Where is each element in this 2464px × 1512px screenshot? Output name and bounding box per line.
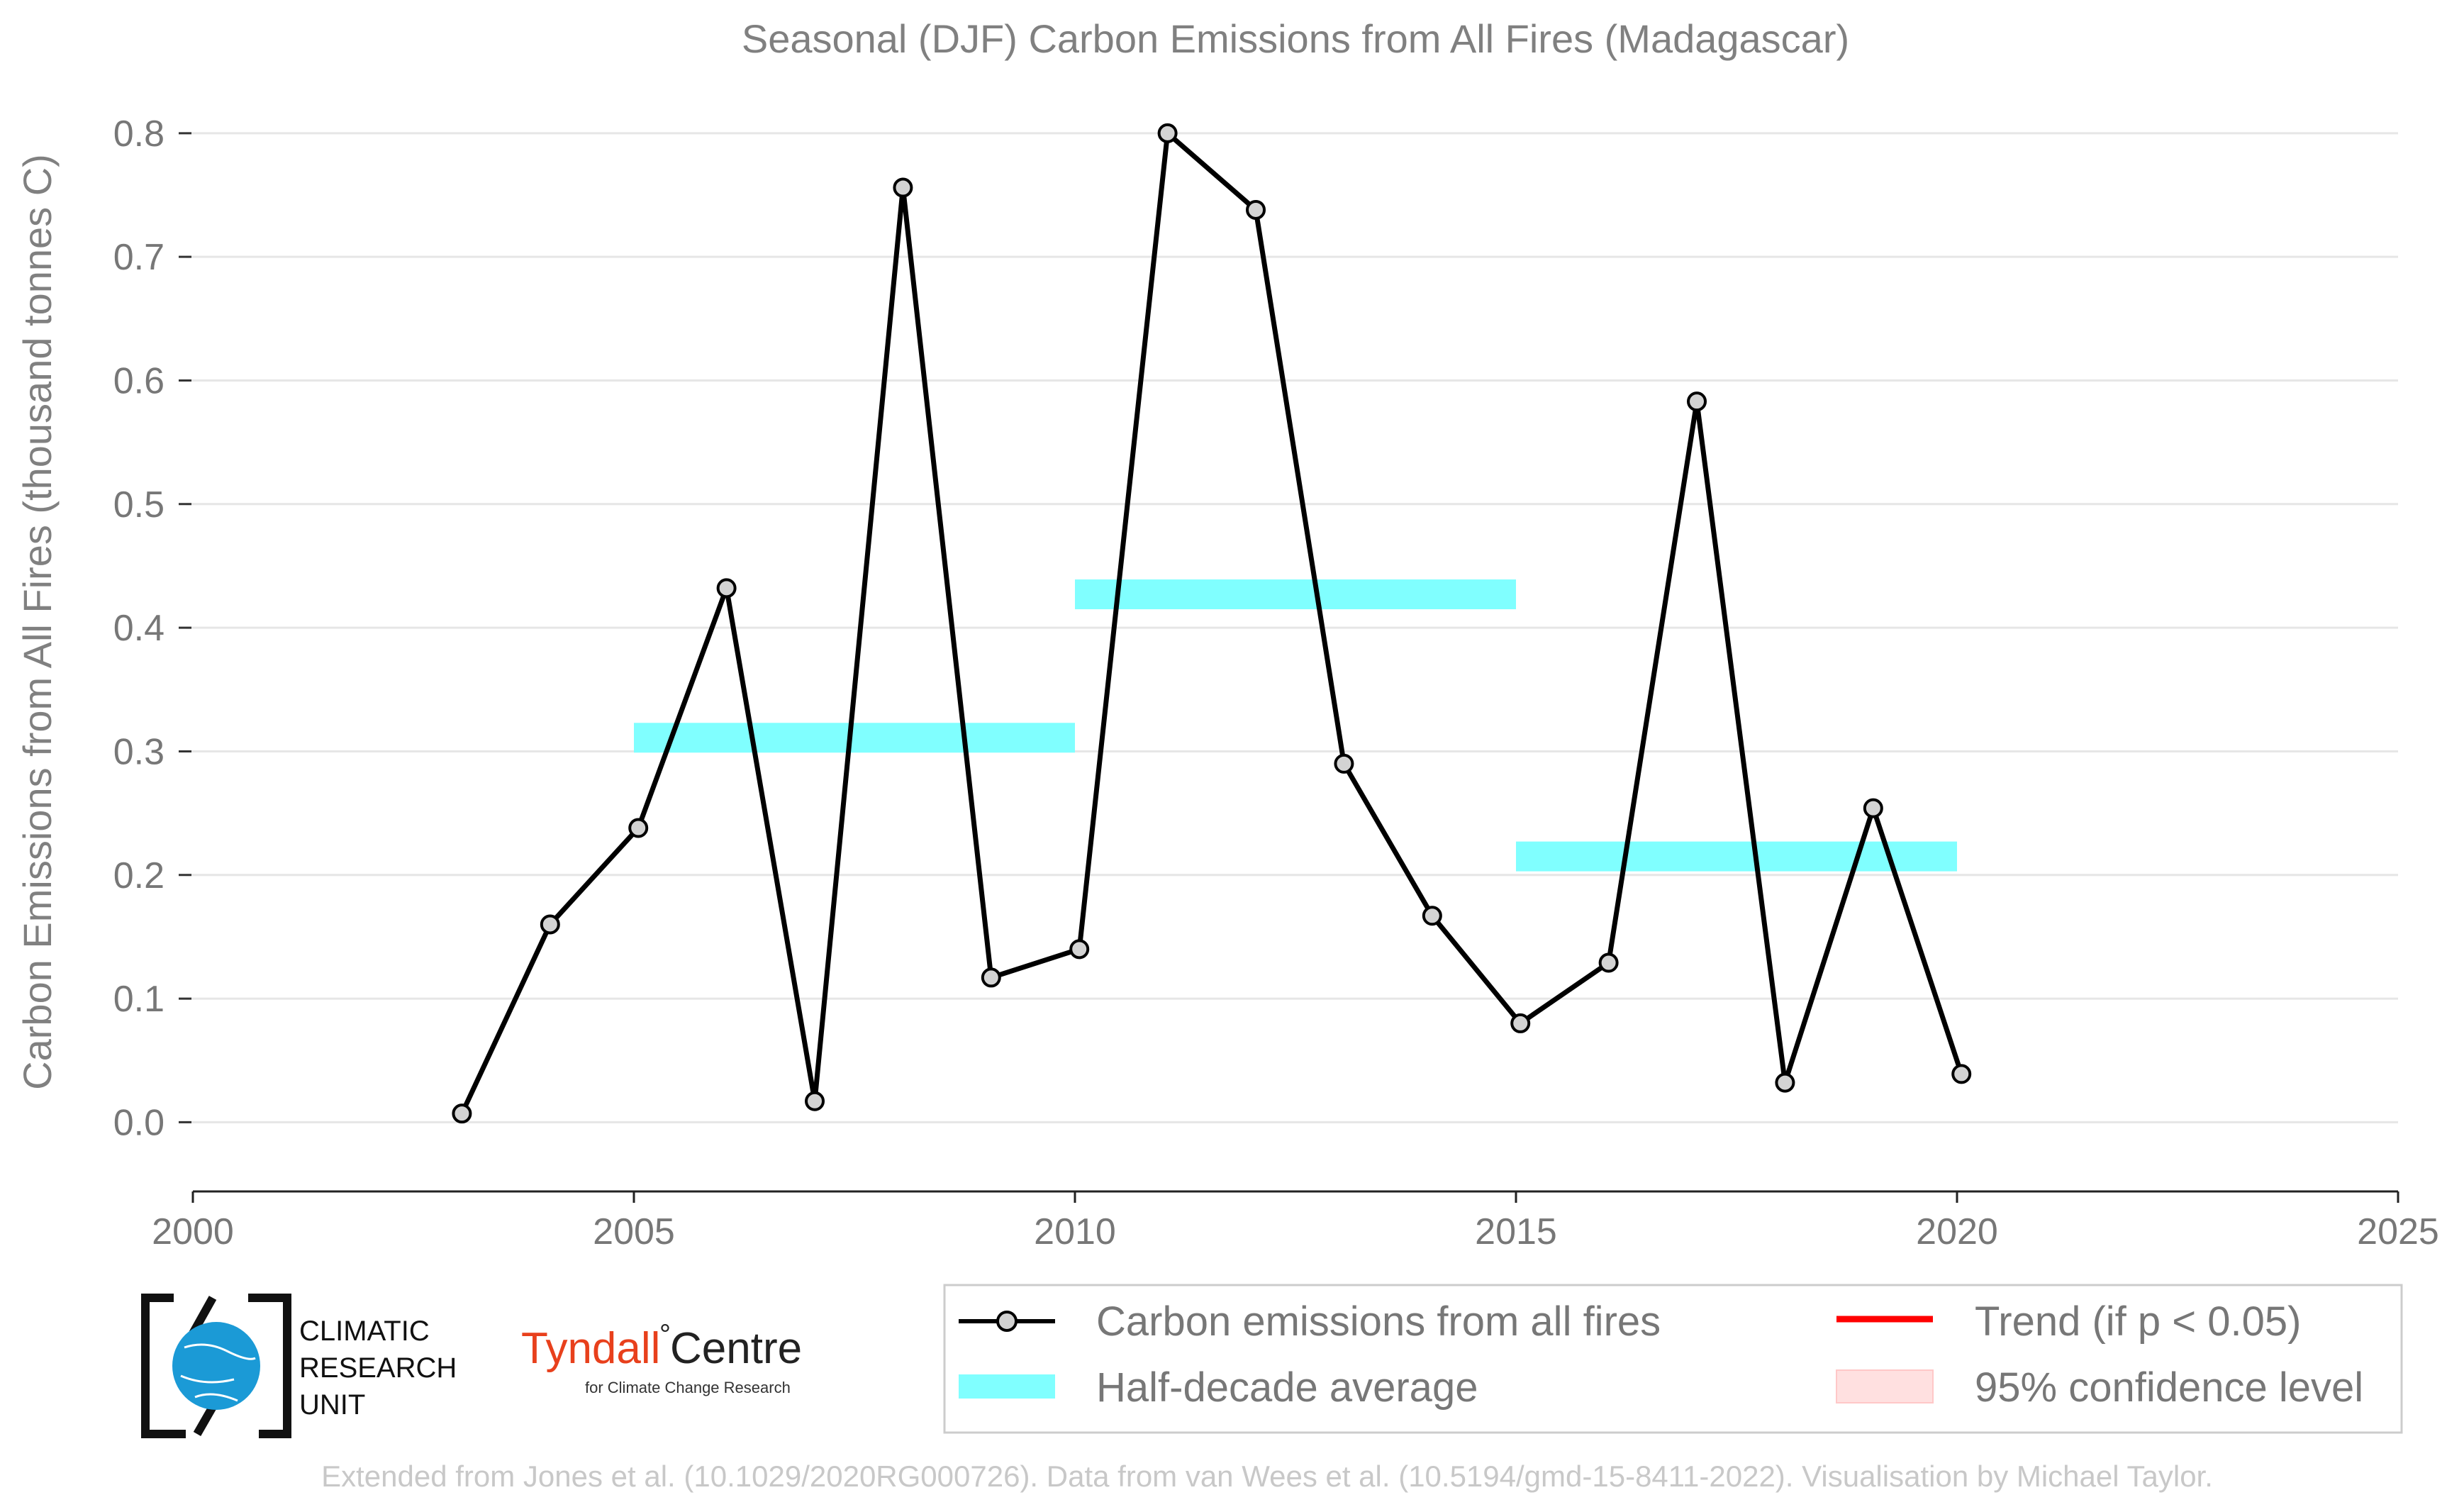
emissions-point — [1422, 906, 1442, 926]
emissions-point — [716, 578, 737, 599]
emissions-series — [452, 123, 1972, 1124]
emissions-line — [459, 130, 1964, 1115]
emissions-point — [981, 967, 1001, 988]
cru-text-line1: CLIMATIC — [299, 1316, 430, 1347]
legend-label-confidence: 95% confidence level — [1975, 1364, 2363, 1411]
cru-logo: CLIMATIC RESEARCH UNIT — [141, 1294, 457, 1438]
x-tick-label: 2010 — [1034, 1211, 1116, 1252]
half-decade-average-bars — [634, 579, 1957, 872]
tyndall-name: Tyndall — [521, 1324, 660, 1373]
x-tick-label: 2000 — [152, 1211, 234, 1252]
y-tick-label: 0.6 — [113, 360, 165, 401]
y-tick-label: 0.1 — [113, 979, 165, 1020]
legend-label-average: Half-decade average — [1096, 1364, 1478, 1411]
emissions-point — [893, 177, 913, 198]
cru-logo-frame — [141, 1294, 291, 1438]
legend-label-emissions: Carbon emissions from all fires — [1096, 1299, 1661, 1345]
globe-continent-lines — [180, 1343, 256, 1402]
half-decade-average-bar — [634, 723, 1075, 753]
emissions-point — [1951, 1064, 1972, 1084]
emissions-point — [1069, 939, 1090, 960]
tyndall-logo: Tyndall ° Centre for Climate Change Rese… — [521, 1319, 802, 1396]
emissions-point — [1687, 391, 1707, 412]
emissions-point — [1775, 1072, 1795, 1093]
x-axis: 2000 2005 2010 2015 2020 2025 — [152, 1190, 2439, 1252]
x-tick-label: 2015 — [1475, 1211, 1557, 1252]
emissions-point — [540, 914, 560, 935]
emissions-point — [1510, 1013, 1531, 1033]
y-tick-label: 0.0 — [113, 1102, 165, 1143]
tyndall-subtitle: for Climate Change Research — [585, 1379, 791, 1396]
y-tick-label: 0.5 — [113, 484, 165, 526]
y-tick-label: 0.2 — [113, 855, 165, 896]
chart-title: Seasonal (DJF) Carbon Emissions from All… — [742, 16, 1849, 61]
legend-box-confidence — [1836, 1369, 1934, 1403]
globe-icon — [172, 1322, 260, 1410]
legend-marker-emissions — [996, 1311, 1018, 1332]
emissions-point — [805, 1091, 825, 1111]
legend: Carbon emissions from all fires Trend (i… — [943, 1284, 2403, 1434]
half-decade-average-bar — [1075, 579, 1516, 610]
emissions-point — [1863, 798, 1883, 818]
legend-label-trend: Trend (if p < 0.05) — [1975, 1299, 2301, 1345]
y-tick-label: 0.8 — [113, 113, 165, 155]
x-tick-label: 2025 — [2357, 1211, 2439, 1252]
tyndall-degree: ° — [659, 1319, 671, 1350]
y-tick-labels: 0.0 0.1 0.2 0.3 0.4 0.5 0.6 0.7 0.8 — [113, 113, 165, 1144]
gridlines — [179, 132, 2398, 1123]
x-tick-label: 2020 — [1916, 1211, 1998, 1252]
tyndall-centre: Centre — [670, 1324, 802, 1373]
footer-credit: Extended from Jones et al. (10.1029/2020… — [321, 1460, 2213, 1493]
emissions-point — [1598, 952, 1619, 973]
y-tick-label: 0.3 — [113, 731, 165, 772]
y-tick-label: 0.4 — [113, 608, 165, 649]
legend-frame — [943, 1284, 2403, 1434]
cru-text-line2: RESEARCH — [299, 1352, 457, 1384]
y-tick-label: 0.7 — [113, 237, 165, 278]
emissions-point — [1157, 123, 1178, 143]
x-tick-label: 2005 — [593, 1211, 675, 1252]
cru-text-line3: UNIT — [299, 1389, 365, 1421]
emissions-point — [1246, 199, 1266, 220]
emissions-point — [1334, 753, 1354, 774]
emissions-point — [452, 1104, 472, 1124]
y-axis-title: Carbon Emissions from All Fires (thousan… — [15, 154, 60, 1090]
emissions-point — [628, 818, 649, 838]
legend-band-average — [959, 1374, 1055, 1399]
